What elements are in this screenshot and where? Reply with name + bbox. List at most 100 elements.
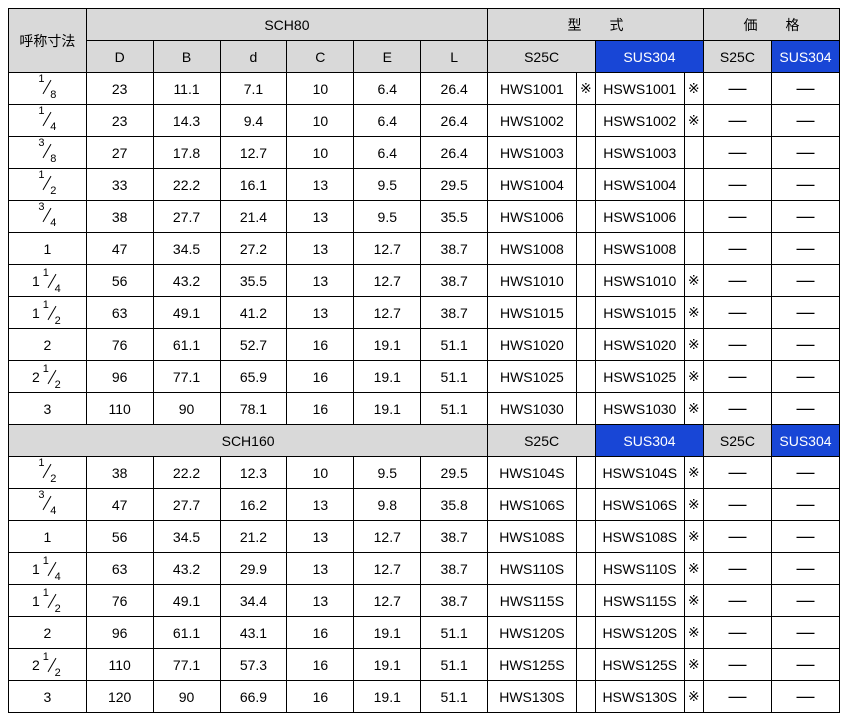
- cell-price-s25c: —: [703, 329, 771, 361]
- cell-ast-s25c: [576, 361, 595, 393]
- cell-price-sus304: —: [771, 233, 839, 265]
- cell-B: 22.2: [153, 169, 220, 201]
- cell-size: 12: [9, 457, 87, 489]
- cell-B: 90: [153, 393, 220, 425]
- cell-model-sus304: HSWS1006: [596, 201, 684, 233]
- cell-L: 51.1: [421, 393, 488, 425]
- cell-size: 212: [9, 361, 87, 393]
- cell-B: 90: [153, 681, 220, 713]
- table-row: 123822.212.3109.529.5HWS104SHSWS104S※——: [9, 457, 840, 489]
- cell-B: 17.8: [153, 137, 220, 169]
- cell-price-s25c: —: [703, 649, 771, 681]
- cell-E: 12.7: [354, 521, 421, 553]
- col-model: 型 式: [488, 9, 704, 41]
- cell-price-s25c: —: [703, 169, 771, 201]
- cell-ast-sus304: [684, 201, 703, 233]
- col-sch160: SCH160: [9, 425, 488, 457]
- cell-price-sus304: —: [771, 297, 839, 329]
- cell-D: 38: [86, 457, 153, 489]
- cell-B: 49.1: [153, 297, 220, 329]
- cell-size: 38: [9, 137, 87, 169]
- col-L: L: [421, 41, 488, 73]
- cell-E: 12.7: [354, 297, 421, 329]
- cell-ast-s25c: [576, 489, 595, 521]
- col-B: B: [153, 41, 220, 73]
- cell-size: 2: [9, 617, 87, 649]
- cell-ast-sus304: ※: [684, 649, 703, 681]
- cell-L: 29.5: [421, 169, 488, 201]
- cell-D: 33: [86, 169, 153, 201]
- cell-E: 9.5: [354, 201, 421, 233]
- cell-d: 12.7: [220, 137, 287, 169]
- cell-C: 10: [287, 137, 354, 169]
- cell-price-sus304: —: [771, 553, 839, 585]
- cell-model-sus304: HSWS125S: [596, 649, 684, 681]
- cell-model-s25c: HWS106S: [488, 489, 576, 521]
- cell-size: 1: [9, 521, 87, 553]
- cell-d: 21.4: [220, 201, 287, 233]
- cell-ast-sus304: ※: [684, 329, 703, 361]
- cell-C: 13: [287, 169, 354, 201]
- cell-size: 114: [9, 553, 87, 585]
- cell-ast-s25c: [576, 457, 595, 489]
- cell-price-s25c: —: [703, 73, 771, 105]
- cell-d: 21.2: [220, 521, 287, 553]
- cell-d: 27.2: [220, 233, 287, 265]
- cell-C: 10: [287, 73, 354, 105]
- cell-E: 19.1: [354, 329, 421, 361]
- cell-C: 13: [287, 553, 354, 585]
- cell-d: 52.7: [220, 329, 287, 361]
- col-d: d: [220, 41, 287, 73]
- cell-B: 14.3: [153, 105, 220, 137]
- cell-model-sus304: HSWS1015: [596, 297, 684, 329]
- cell-E: 19.1: [354, 393, 421, 425]
- table-row: 1145643.235.51312.738.7HWS1010HSWS1010※—…: [9, 265, 840, 297]
- cell-L: 26.4: [421, 73, 488, 105]
- cell-model-sus304: HSWS1030: [596, 393, 684, 425]
- cell-model-sus304: HSWS1003: [596, 137, 684, 169]
- cell-model-s25c: HWS125S: [488, 649, 576, 681]
- cell-B: 61.1: [153, 617, 220, 649]
- col-price-sus304: SUS304: [771, 41, 839, 73]
- cell-C: 13: [287, 201, 354, 233]
- cell-d: 16.1: [220, 169, 287, 201]
- cell-model-s25c: HWS110S: [488, 553, 576, 585]
- cell-model-sus304: HSWS1002: [596, 105, 684, 137]
- cell-model-s25c: HWS115S: [488, 585, 576, 617]
- col-s25c: S25C: [488, 41, 596, 73]
- cell-ast-sus304: [684, 169, 703, 201]
- cell-ast-s25c: [576, 169, 595, 201]
- cell-model-sus304: HSWS1025: [596, 361, 684, 393]
- cell-D: 38: [86, 201, 153, 233]
- cell-L: 38.7: [421, 233, 488, 265]
- cell-d: 57.3: [220, 649, 287, 681]
- col-price-s25c-2: S25C: [703, 425, 771, 457]
- cell-d: 41.2: [220, 297, 287, 329]
- cell-D: 27: [86, 137, 153, 169]
- cell-price-s25c: —: [703, 617, 771, 649]
- col-s25c-2: S25C: [488, 425, 596, 457]
- cell-ast-s25c: [576, 521, 595, 553]
- cell-D: 23: [86, 105, 153, 137]
- cell-size: 12: [9, 169, 87, 201]
- col-E: E: [354, 41, 421, 73]
- cell-d: 29.9: [220, 553, 287, 585]
- cell-B: 27.7: [153, 489, 220, 521]
- cell-B: 61.1: [153, 329, 220, 361]
- cell-model-sus304: HSWS120S: [596, 617, 684, 649]
- cell-C: 16: [287, 393, 354, 425]
- cell-price-s25c: —: [703, 393, 771, 425]
- cell-price-s25c: —: [703, 361, 771, 393]
- cell-E: 19.1: [354, 649, 421, 681]
- cell-ast-sus304: [684, 137, 703, 169]
- table-row: 2129677.165.91619.151.1HWS1025HSWS1025※—…: [9, 361, 840, 393]
- cell-price-sus304: —: [771, 681, 839, 713]
- table-row: 123322.216.1139.529.5HWS1004HSWS1004——: [9, 169, 840, 201]
- cell-model-sus304: HSWS1001: [596, 73, 684, 105]
- cell-L: 29.5: [421, 457, 488, 489]
- cell-C: 16: [287, 617, 354, 649]
- col-size: 呼称寸法: [9, 9, 87, 73]
- cell-price-sus304: —: [771, 393, 839, 425]
- cell-D: 63: [86, 297, 153, 329]
- cell-B: 27.7: [153, 201, 220, 233]
